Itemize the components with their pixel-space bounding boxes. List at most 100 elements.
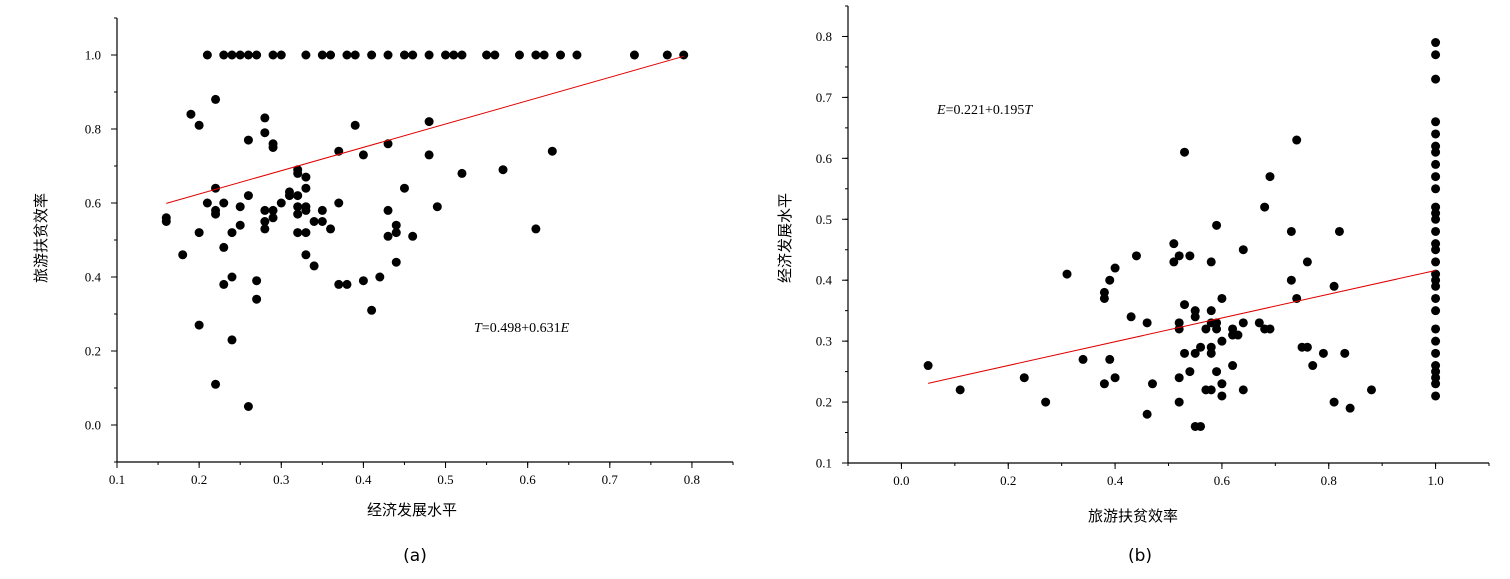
- panel-b-data-point: [1180, 300, 1190, 310]
- panel-b-data-point: [1431, 281, 1441, 291]
- panel-a-data-point: [243, 50, 253, 60]
- panel-a-data-point: [227, 228, 237, 238]
- panel-a-data-point: [309, 217, 319, 226]
- panel-b-data-point: [1196, 342, 1206, 352]
- panel-a-y-tick-label: 0.6: [85, 196, 102, 211]
- panel-b-data-point: [1238, 318, 1248, 328]
- panel-a-data-point: [260, 217, 270, 226]
- panel-b-data-point: [1286, 226, 1296, 236]
- panel-a-data-point: [334, 198, 344, 208]
- panel-a-data-point: [441, 50, 451, 60]
- panel-a-data-point: [293, 191, 303, 201]
- panel-a-data-point: [399, 183, 409, 193]
- panel-b-fit-line: [928, 269, 1436, 384]
- panel-a-data-point: [309, 261, 319, 271]
- panel-a-data-point: [252, 294, 262, 304]
- panel-a-data-point: [301, 172, 311, 182]
- panel-a-data-point: [293, 202, 303, 212]
- panel-a-data-point: [358, 150, 368, 160]
- panel-a-x-tick-label: 0.6: [520, 472, 537, 487]
- panel-a-data-point: [243, 191, 253, 201]
- panel-a-data-point: [178, 250, 188, 260]
- panel-a-data-point: [243, 402, 253, 411]
- panel-a-data-point: [243, 135, 253, 145]
- panel-b-eq-var: T: [1024, 103, 1033, 118]
- panel-a-data-point: [301, 183, 311, 193]
- panel-b-data-point: [1142, 409, 1152, 419]
- panel-a-data-point: [326, 50, 336, 60]
- panel-a-data-point: [268, 205, 278, 215]
- panel-b-data-point: [1431, 226, 1441, 236]
- panel-b-eq-lhs: E: [936, 103, 946, 118]
- panel-a-data-point: [202, 50, 212, 60]
- panel-a-data-point: [301, 205, 311, 215]
- panel-a-data-point: [227, 50, 237, 60]
- panel-a-data-point: [260, 205, 270, 215]
- panel-a-x-tick-label: 0.5: [437, 472, 453, 487]
- panel-a-data-point: [539, 50, 549, 60]
- panel-a-data-point: [317, 217, 327, 226]
- panel-b-data-point: [1110, 263, 1120, 273]
- panel-b-data-point: [1329, 281, 1339, 291]
- panel-a-data-point: [514, 50, 524, 60]
- panel-a-data-point: [424, 150, 434, 160]
- panel-a-data-point: [211, 379, 221, 389]
- panel-b-data-point: [1212, 220, 1222, 230]
- panel-a-data-point: [317, 50, 327, 60]
- panel-b-data-point: [1233, 330, 1243, 340]
- panel-a-data-point: [301, 50, 311, 60]
- panel-a-eq-var: E: [560, 321, 570, 336]
- panel-a-data-point: [268, 143, 278, 152]
- panel-a-data-point: [276, 50, 286, 60]
- panel-b-data-point: [1366, 385, 1376, 395]
- panel-a-data-point: [342, 279, 352, 289]
- panel-b-data-point: [1217, 379, 1227, 389]
- panel-b-data-point: [1019, 373, 1029, 383]
- panel-b-data-point: [1431, 74, 1441, 84]
- panel-b-data-point: [1334, 226, 1344, 236]
- panel-b-data-point: [1302, 257, 1312, 267]
- panel-b-data-point: [1212, 367, 1222, 377]
- panel-a-data-point: [490, 50, 500, 60]
- panel-b-data-point: [1292, 135, 1302, 145]
- panel-a-data-point: [457, 168, 467, 178]
- panel-a-data-point: [161, 217, 171, 226]
- panel-b-data-point: [1431, 306, 1441, 316]
- panel-b-data-point: [1308, 361, 1318, 371]
- panel-b-data-point: [1254, 318, 1264, 328]
- panel-a-data-point: [391, 228, 401, 238]
- panel-b-data-point: [923, 361, 933, 371]
- panel-a-data-point: [383, 205, 393, 215]
- panel-b-data-point: [1431, 293, 1441, 303]
- panel-a-eq-rest: =0.498+0.631: [482, 321, 561, 336]
- panel-a-data-point: [350, 120, 360, 130]
- panel-a-data-point: [383, 231, 393, 241]
- panel-a-data-point: [301, 250, 311, 260]
- panel-b-data-point: [1206, 385, 1216, 395]
- panel-a-data-point: [424, 50, 434, 60]
- panel-b-data-point: [1431, 147, 1441, 157]
- panel-b-y-tick-label: 0.3: [816, 334, 832, 349]
- panel-a-data-point: [556, 50, 566, 60]
- panel-a-data-point: [293, 209, 303, 219]
- panel-a-data-point: [432, 202, 442, 212]
- panel-a-y-tick-label: 0.0: [85, 418, 101, 433]
- panel-b-y-tick-label: 0.7: [816, 90, 833, 105]
- panel-b-data-point: [1318, 348, 1328, 358]
- panel-b-data-point: [1329, 397, 1339, 407]
- panel-a-data-point: [449, 50, 459, 60]
- panel-b-x-tick-label: 0.0: [893, 473, 909, 488]
- panel-b-label: (b): [1128, 546, 1152, 566]
- panel-a-data-point: [260, 113, 270, 123]
- panel-b-data-point: [1206, 306, 1216, 316]
- panel-a-data-point: [358, 276, 368, 286]
- panel-b-x-axis-title: 旅游扶贫效率: [1088, 507, 1178, 525]
- panel-a-data-point: [260, 128, 270, 138]
- panel-a-data-point: [235, 220, 245, 230]
- panel-a-data-point: [186, 109, 196, 119]
- panel-b-eq-rest: =0.221+0.195: [946, 103, 1025, 118]
- panel-a-data-point: [301, 228, 311, 238]
- panel-a-data-point: [219, 198, 229, 208]
- panel-a-fit-line: [166, 55, 684, 204]
